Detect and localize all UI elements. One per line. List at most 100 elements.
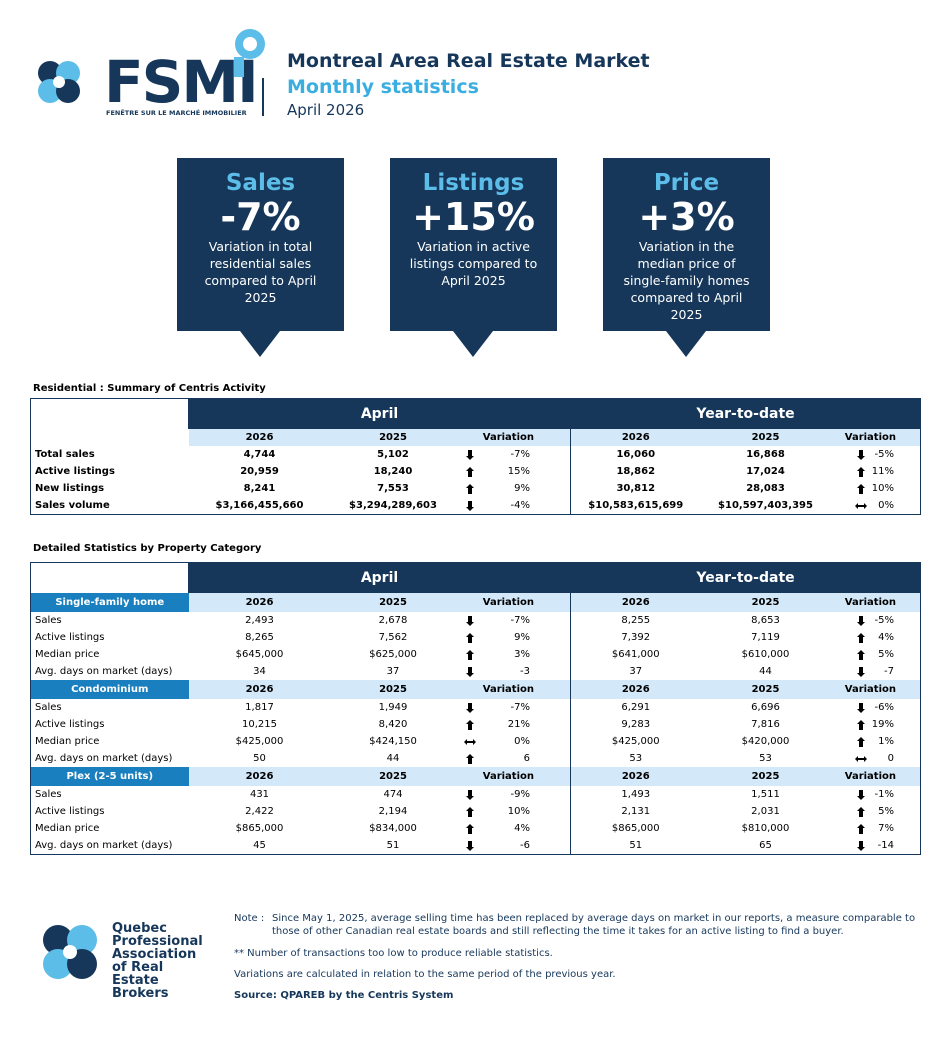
cell: 474 bbox=[331, 786, 456, 803]
cell: 10% bbox=[831, 480, 921, 497]
column-header-row: 2026 2025 Variation 2026 2025 Variation bbox=[30, 428, 921, 446]
data-row: New listings 8,241 7,553 9% 30,812 28,083 10% bbox=[31, 480, 921, 497]
trend-arrow bbox=[856, 649, 865, 660]
cell: $425,000 bbox=[189, 733, 331, 750]
data-row: Median price $425,000 $424,150 0% $425,000 $4… bbox=[31, 733, 921, 750]
variation-value: 3% bbox=[514, 649, 530, 660]
group-header: Year-to-date bbox=[570, 398, 921, 429]
cell: 7,816 bbox=[701, 716, 831, 733]
trend-arrow bbox=[856, 483, 865, 494]
variation-value: -6% bbox=[874, 702, 894, 713]
logo-subtext: FENÊTRE SUR LE MARCHÉ IMMOBILIER bbox=[106, 109, 247, 117]
value: 2,031 bbox=[751, 806, 780, 817]
cell: 53 bbox=[701, 750, 831, 767]
data-row: Active listings 8,265 7,562 9% 7,392 7,119 4% bbox=[31, 629, 921, 646]
section-name: Single-family home bbox=[30, 592, 189, 612]
cell: 7% bbox=[831, 820, 921, 837]
source: Source: QPAREB by the Centris System bbox=[234, 990, 454, 1001]
group-header: April bbox=[188, 562, 571, 593]
cell: -7% bbox=[456, 699, 571, 716]
cell: 431 bbox=[189, 786, 331, 803]
value: 30,812 bbox=[616, 483, 656, 494]
value: 20,959 bbox=[240, 466, 279, 477]
cell: 10,215 bbox=[189, 716, 331, 733]
cell: 51 bbox=[570, 837, 701, 855]
row-label: Median price bbox=[35, 823, 100, 834]
value: 2,131 bbox=[621, 806, 651, 817]
variation: -4% bbox=[460, 500, 567, 511]
cell: 19% bbox=[831, 716, 921, 733]
column-header-row: Condominium 2026 2025 Variation 2026 2025 Vari… bbox=[30, 680, 921, 699]
highlight-value: +3% bbox=[638, 195, 735, 239]
variation-value: 10% bbox=[507, 806, 530, 817]
variation-value: -5% bbox=[874, 615, 894, 626]
column-header: 2026 bbox=[245, 771, 274, 782]
column-header-row: Single-family home 2026 2025 Variation 2026 2… bbox=[30, 592, 921, 612]
row-label: Avg. days on market (days) bbox=[35, 753, 173, 764]
value: $3,294,289,603 bbox=[349, 500, 437, 511]
variation-value: 4% bbox=[878, 632, 894, 643]
cell: 53 bbox=[570, 750, 701, 767]
cell: $645,000 bbox=[189, 646, 331, 663]
data-row: Active listings 20,959 18,240 15% 18,862 17,0… bbox=[31, 463, 921, 480]
value: 50 bbox=[253, 753, 266, 764]
cell: 17,024 bbox=[701, 463, 831, 480]
trend-arrow bbox=[465, 615, 474, 626]
variation: -1% bbox=[835, 789, 917, 800]
variation-value: -7% bbox=[510, 702, 530, 713]
trend-arrow bbox=[856, 449, 865, 460]
trend-arrow bbox=[465, 632, 474, 643]
variation: 1% bbox=[835, 736, 917, 747]
trend-arrow bbox=[465, 500, 474, 511]
variation: -5% bbox=[835, 449, 917, 460]
cell: 44 bbox=[701, 663, 831, 680]
cell: 37 bbox=[570, 663, 701, 680]
value: 1,493 bbox=[621, 789, 651, 800]
cell: -7% bbox=[456, 446, 571, 463]
trend-arrow bbox=[465, 449, 474, 460]
trend-arrow bbox=[856, 719, 865, 730]
variation-value: -3 bbox=[520, 666, 530, 677]
title: Montreal Area Real Estate Market bbox=[287, 50, 650, 72]
value: 16,060 bbox=[616, 449, 656, 460]
variation: 19% bbox=[835, 719, 917, 730]
column-header-row: Plex (2-5 units) 2026 2025 Variation 2026 202… bbox=[30, 767, 921, 786]
cell: 0% bbox=[831, 497, 921, 515]
cell: 4% bbox=[456, 820, 571, 837]
cell: 16,868 bbox=[701, 446, 831, 463]
cell: 7,562 bbox=[331, 629, 456, 646]
cell: 9% bbox=[456, 480, 571, 497]
cell: 44 bbox=[331, 750, 456, 767]
trend-arrow bbox=[856, 615, 865, 626]
cell: 6,696 bbox=[701, 699, 831, 716]
trend-arrow bbox=[465, 789, 474, 800]
variation: 4% bbox=[835, 632, 917, 643]
cell: $425,000 bbox=[570, 733, 701, 750]
footer-logo bbox=[43, 925, 97, 979]
variation-value: -7% bbox=[510, 449, 530, 460]
data-row: Median price $865,000 $834,000 4% $865,000 $8… bbox=[31, 820, 921, 837]
variation-value: 9% bbox=[514, 483, 530, 494]
cell: 2,422 bbox=[189, 803, 331, 820]
highlight-description: Variation in total residential sales com… bbox=[204, 239, 317, 305]
group-header-row: April Year-to-date bbox=[30, 398, 921, 429]
variation: 9% bbox=[460, 632, 567, 643]
column-header: 2025 bbox=[751, 432, 780, 443]
cell: 15% bbox=[456, 463, 571, 480]
value: $625,000 bbox=[369, 649, 417, 660]
cell: 45 bbox=[189, 837, 331, 855]
value: 65 bbox=[759, 840, 772, 851]
value: 17,024 bbox=[746, 466, 785, 477]
value: 431 bbox=[249, 789, 270, 800]
section-name: Condominium bbox=[30, 680, 189, 699]
cell: 21% bbox=[456, 716, 571, 733]
trend-arrow bbox=[465, 666, 474, 677]
cell: 4,744 bbox=[189, 446, 331, 463]
detailed-table: April Year-to-date Single-family home 2026 2… bbox=[30, 562, 921, 855]
variation: 6 bbox=[460, 753, 567, 764]
value: $425,000 bbox=[235, 736, 284, 747]
variation: 3% bbox=[460, 649, 567, 660]
trend-arrow bbox=[465, 702, 474, 713]
value: 2,422 bbox=[245, 806, 274, 817]
variation: -7% bbox=[460, 702, 567, 713]
